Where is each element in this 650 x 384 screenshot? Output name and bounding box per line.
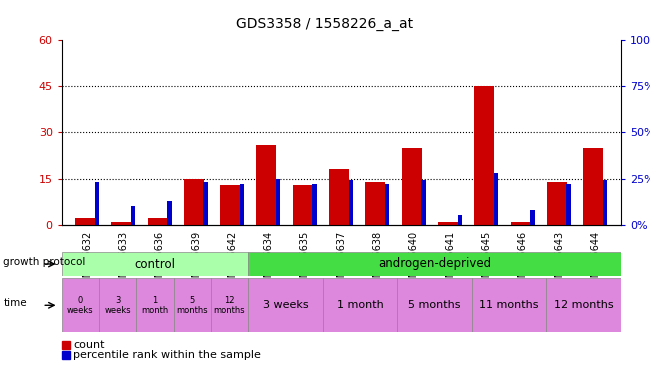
Bar [131, 206, 135, 225]
Bar [421, 180, 426, 225]
Bar [99, 278, 136, 332]
Bar [494, 173, 499, 225]
Bar [472, 278, 546, 332]
Text: androgen-deprived: androgen-deprived [378, 258, 491, 270]
Bar [365, 182, 385, 225]
Bar [240, 184, 244, 225]
Bar [329, 169, 349, 225]
Bar [62, 252, 248, 276]
Bar [148, 218, 168, 225]
Bar [474, 86, 494, 225]
Text: 12
months: 12 months [214, 296, 245, 314]
Text: count: count [73, 340, 105, 350]
Bar [184, 179, 204, 225]
Bar [530, 210, 534, 225]
Bar [203, 182, 208, 225]
Text: 1
month: 1 month [141, 296, 168, 314]
Bar [511, 222, 530, 225]
Bar [322, 278, 397, 332]
Text: 5
months: 5 months [176, 296, 208, 314]
Text: 3 weeks: 3 weeks [263, 300, 308, 310]
Bar [313, 184, 317, 225]
Bar [211, 278, 248, 332]
Bar [276, 179, 280, 225]
Text: 11 months: 11 months [479, 300, 539, 310]
Bar [603, 180, 607, 225]
Text: 1 month: 1 month [337, 300, 383, 310]
Bar [95, 182, 99, 225]
Bar [438, 222, 458, 225]
Text: control: control [135, 258, 176, 270]
Bar [248, 278, 322, 332]
Bar [567, 184, 571, 225]
Bar [75, 218, 95, 225]
Bar [292, 185, 313, 225]
Bar [136, 278, 174, 332]
Bar [248, 252, 621, 276]
Text: GDS3358 / 1558226_a_at: GDS3358 / 1558226_a_at [237, 17, 413, 31]
Text: 12 months: 12 months [554, 300, 614, 310]
Bar [167, 201, 172, 225]
Bar [111, 222, 131, 225]
Bar [546, 278, 621, 332]
Bar [62, 278, 99, 332]
Text: percentile rank within the sample: percentile rank within the sample [73, 350, 261, 360]
Bar [62, 351, 70, 359]
Text: 5 months: 5 months [408, 300, 461, 310]
Bar [583, 148, 603, 225]
Text: 0
weeks: 0 weeks [67, 296, 94, 314]
Bar [385, 184, 389, 225]
Bar [402, 148, 422, 225]
Bar [220, 185, 240, 225]
Bar [458, 215, 462, 225]
Text: 3
weeks: 3 weeks [105, 296, 131, 314]
Bar [174, 278, 211, 332]
Bar [257, 145, 276, 225]
Bar [62, 341, 70, 349]
Text: time: time [3, 298, 27, 308]
Bar [348, 180, 353, 225]
Bar [397, 278, 472, 332]
Text: growth protocol: growth protocol [3, 257, 86, 267]
Bar [547, 182, 567, 225]
